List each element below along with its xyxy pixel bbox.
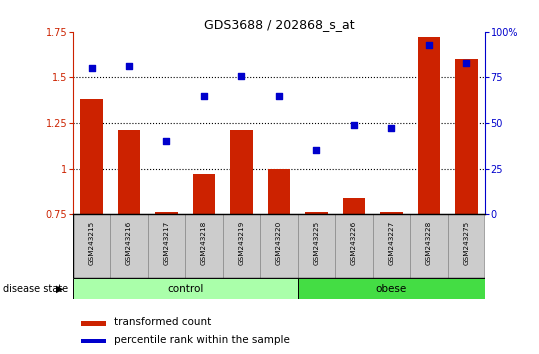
FancyBboxPatch shape xyxy=(110,214,148,278)
Bar xyxy=(118,130,140,214)
FancyBboxPatch shape xyxy=(447,214,485,278)
Bar xyxy=(155,212,178,214)
Text: GSM243217: GSM243217 xyxy=(163,221,169,265)
Point xyxy=(462,60,471,66)
Text: GSM243218: GSM243218 xyxy=(201,221,207,265)
FancyBboxPatch shape xyxy=(73,214,110,278)
FancyBboxPatch shape xyxy=(372,214,410,278)
FancyBboxPatch shape xyxy=(260,214,298,278)
Text: GSM243225: GSM243225 xyxy=(313,221,320,265)
Text: GSM243228: GSM243228 xyxy=(426,221,432,265)
Text: GSM243220: GSM243220 xyxy=(276,221,282,265)
Point xyxy=(425,42,433,47)
Point xyxy=(162,138,171,144)
Text: GSM243216: GSM243216 xyxy=(126,221,132,265)
FancyBboxPatch shape xyxy=(298,214,335,278)
Point xyxy=(275,93,284,98)
Bar xyxy=(80,99,103,214)
FancyBboxPatch shape xyxy=(73,278,298,299)
Text: transformed count: transformed count xyxy=(114,317,211,327)
Bar xyxy=(193,174,215,214)
FancyBboxPatch shape xyxy=(298,278,485,299)
Bar xyxy=(380,212,403,214)
Text: obese: obese xyxy=(376,284,407,293)
Text: GSM243227: GSM243227 xyxy=(389,221,395,265)
Point xyxy=(387,126,396,131)
Text: GSM243275: GSM243275 xyxy=(464,221,469,265)
FancyBboxPatch shape xyxy=(185,214,223,278)
Bar xyxy=(305,212,328,214)
FancyBboxPatch shape xyxy=(410,214,447,278)
Point xyxy=(125,64,133,69)
Point xyxy=(199,93,208,98)
Bar xyxy=(418,37,440,214)
Point xyxy=(312,148,321,153)
Point xyxy=(350,122,358,128)
Bar xyxy=(268,169,290,214)
Text: GSM243219: GSM243219 xyxy=(238,221,245,265)
FancyBboxPatch shape xyxy=(335,214,372,278)
Text: disease state: disease state xyxy=(3,284,68,293)
Bar xyxy=(455,59,478,214)
Point xyxy=(87,65,96,71)
FancyBboxPatch shape xyxy=(223,214,260,278)
Point xyxy=(237,73,246,79)
Title: GDS3688 / 202868_s_at: GDS3688 / 202868_s_at xyxy=(204,18,354,31)
Text: control: control xyxy=(167,284,203,293)
Bar xyxy=(81,339,106,343)
Text: GSM243215: GSM243215 xyxy=(88,221,94,265)
Text: ▶: ▶ xyxy=(56,284,64,293)
Text: GSM243226: GSM243226 xyxy=(351,221,357,265)
Bar xyxy=(230,130,253,214)
FancyBboxPatch shape xyxy=(148,214,185,278)
Bar xyxy=(81,321,106,326)
Bar xyxy=(343,198,365,214)
Text: percentile rank within the sample: percentile rank within the sample xyxy=(114,335,290,344)
